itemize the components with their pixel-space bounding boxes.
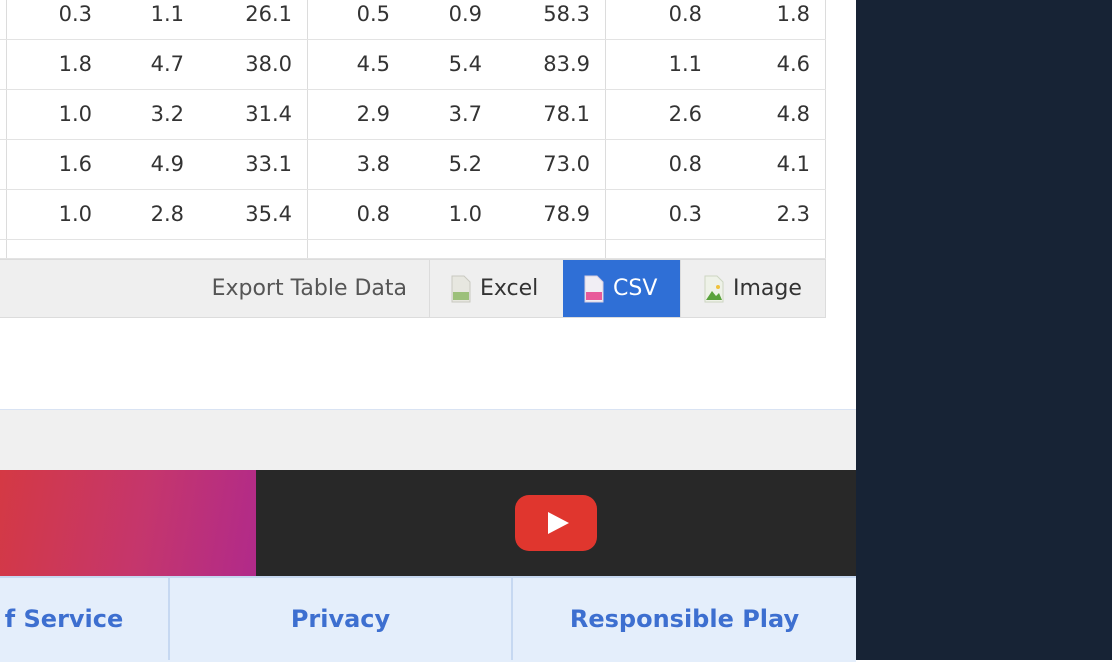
table-cell: 2.9 (356, 102, 390, 126)
video-banner[interactable] (256, 470, 856, 576)
table-cell: 1.0 (58, 202, 92, 226)
table-row-partial (0, 241, 826, 259)
table-cell: 0.5 (356, 2, 390, 26)
table-cell: 1.1 (668, 52, 702, 76)
export-csv-button[interactable]: CSV (563, 260, 680, 317)
footer-divider (168, 578, 170, 660)
promo-banner[interactable] (0, 470, 256, 576)
table-cell: 4.8 (776, 102, 810, 126)
export-toolbar: Export Table Data Excel CSV (0, 259, 826, 318)
youtube-play-icon[interactable] (515, 495, 597, 551)
csv-file-icon (583, 275, 605, 303)
table-cell: 78.1 (543, 102, 590, 126)
footer-nav: f Service Privacy Responsible Play (0, 576, 856, 662)
table-cell: 4.5 (356, 52, 390, 76)
table-cell: 5.2 (448, 152, 482, 176)
table-cell: 0.3 (58, 2, 92, 26)
column-group-divider (605, 0, 606, 259)
table-cell: 35.4 (245, 202, 292, 226)
table-row: 1.6 4.9 33.1 3.8 5.2 73.0 0.8 4.1 (0, 140, 826, 190)
table-cell: 31.4 (245, 102, 292, 126)
table-cell: 0.8 (668, 152, 702, 176)
right-sidebar (856, 0, 1112, 660)
table-left-edge (6, 0, 7, 259)
table-cell: 83.9 (543, 52, 590, 76)
table-cell: 4.9 (150, 152, 184, 176)
table-cell: 1.1 (150, 2, 184, 26)
table-cell: 0.3 (668, 202, 702, 226)
table-cell: 1.8 (776, 2, 810, 26)
table-cell: 1.0 (448, 202, 482, 226)
footer-link-privacy[interactable]: Privacy (290, 605, 391, 633)
stats-table: 0.3 1.1 26.1 0.5 0.9 58.3 0.8 1.8 1.8 4.7 38.0 4.5 5… (0, 0, 826, 259)
main-content: 0.3 1.1 26.1 0.5 0.9 58.3 0.8 1.8 1.8 4.7 38.0 4.5 5… (0, 0, 856, 662)
export-excel-label: Excel (480, 276, 539, 301)
export-csv-label: CSV (613, 276, 658, 301)
table-cell: 33.1 (245, 152, 292, 176)
table-cell: 0.8 (356, 202, 390, 226)
footer-divider (511, 578, 513, 660)
table-cell: 5.4 (448, 52, 482, 76)
table-row: 1.8 4.7 38.0 4.5 5.4 83.9 1.1 4.6 (0, 40, 826, 90)
table-cell: 4.6 (776, 52, 810, 76)
footer-link-responsible-play[interactable]: Responsible Play (569, 605, 800, 633)
section-divider-band (0, 409, 856, 471)
export-image-button[interactable]: Image (680, 260, 825, 317)
export-excel-button[interactable]: Excel (429, 260, 563, 317)
table-cell: 2.6 (668, 102, 702, 126)
export-label: Export Table Data (211, 276, 407, 301)
excel-file-icon (450, 275, 472, 303)
column-group-divider (307, 0, 308, 259)
table-cell: 1.8 (58, 52, 92, 76)
table-cell: 58.3 (543, 2, 590, 26)
table-cell: 3.2 (150, 102, 184, 126)
table-right-edge (825, 0, 826, 259)
table-cell: 4.7 (150, 52, 184, 76)
footer-link-terms[interactable]: f Service (4, 605, 124, 633)
table-row: 0.3 1.1 26.1 0.5 0.9 58.3 0.8 1.8 (0, 0, 826, 40)
table-cell: 1.0 (58, 102, 92, 126)
image-file-icon (703, 275, 725, 303)
table-cell: 78.9 (543, 202, 590, 226)
table-row: 1.0 2.8 35.4 0.8 1.0 78.9 0.3 2.3 (0, 190, 826, 240)
table-cell: 38.0 (245, 52, 292, 76)
table-cell: 2.3 (776, 202, 810, 226)
table-cell: 3.7 (448, 102, 482, 126)
table-cell: 2.8 (150, 202, 184, 226)
table-cell: 0.9 (448, 2, 482, 26)
table-cell: 3.8 (356, 152, 390, 176)
table-cell: 4.1 (776, 152, 810, 176)
table-cell: 26.1 (245, 2, 292, 26)
table-cell: 73.0 (543, 152, 590, 176)
table-cell: 1.6 (58, 152, 92, 176)
table-row: 1.0 3.2 31.4 2.9 3.7 78.1 2.6 4.8 (0, 90, 826, 140)
table-cell: 0.8 (668, 2, 702, 26)
export-image-label: Image (733, 276, 802, 301)
